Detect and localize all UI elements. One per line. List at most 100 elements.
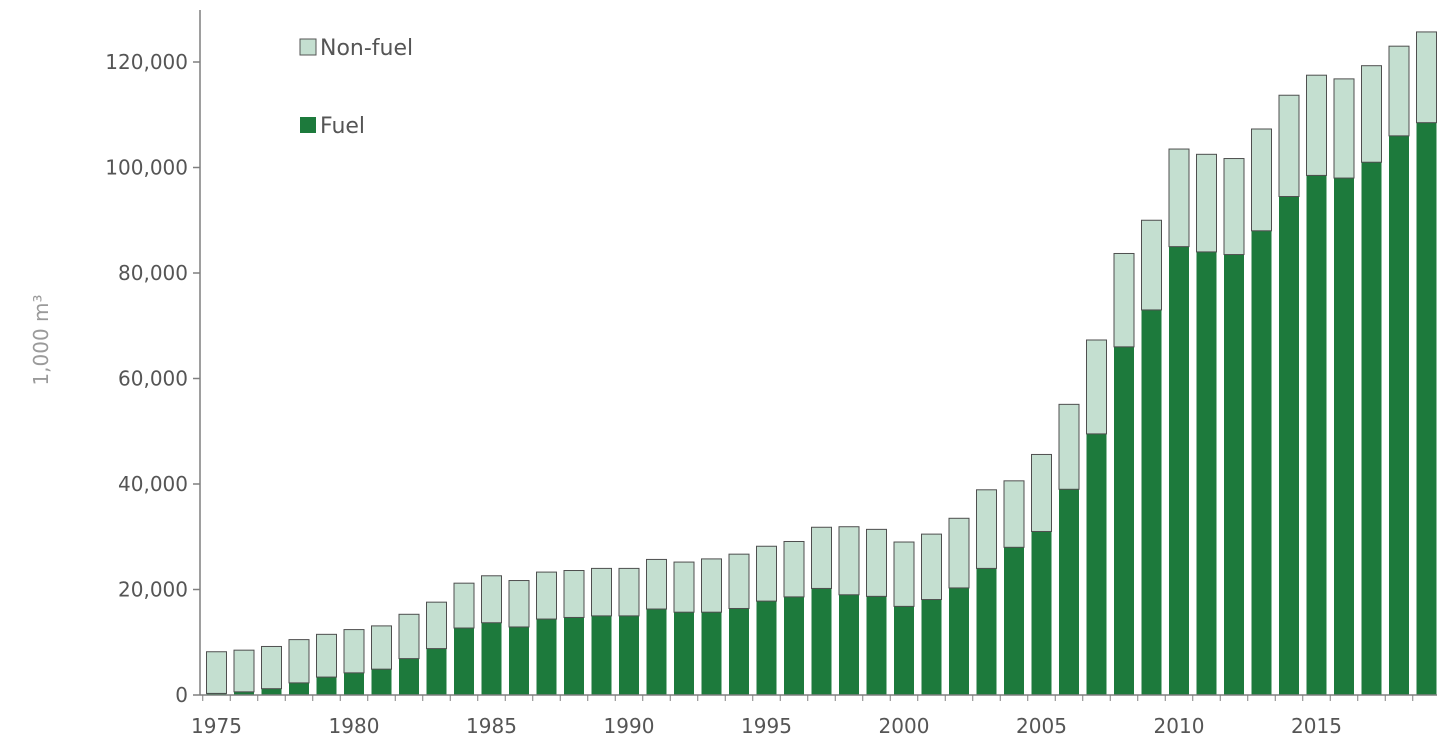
bar-fuel-2010 [1169, 246, 1189, 695]
bar-non-fuel-1989 [591, 567, 612, 617]
bar-non-fuel-2017 [1361, 65, 1382, 163]
bar-non-fuel-1981 [371, 625, 392, 670]
bar-fuel-1986 [509, 626, 529, 695]
legend: Non-fuel Fuel [299, 36, 413, 139]
bar-fuel-2008 [1114, 346, 1134, 695]
x-tick-label: 1985 [466, 714, 517, 738]
bar-non-fuel-1979 [316, 633, 337, 678]
y-tick-label: 60,000 [118, 367, 188, 391]
bar-non-fuel-1992 [673, 561, 695, 613]
bar-non-fuel-1993 [701, 558, 722, 613]
bar-non-fuel-1987 [536, 571, 557, 620]
bar-fuel-1981 [371, 669, 392, 695]
legend-label-fuel: Fuel [320, 114, 365, 139]
bar-fuel-1995 [756, 601, 777, 695]
bar-fuel-1987 [536, 619, 557, 695]
bar-fuel-2011 [1196, 251, 1217, 695]
x-tick-label: 1995 [741, 714, 792, 738]
bar-fuel-1999 [866, 596, 887, 695]
bar-non-fuel-1999 [866, 528, 887, 597]
y-tick-label: 80,000 [118, 261, 188, 285]
bar-non-fuel-1991 [646, 558, 667, 610]
bar-fuel-1990 [619, 615, 639, 695]
x-tick-label: 1980 [329, 714, 380, 738]
bar-fuel-1976 [234, 691, 254, 695]
bar-fuel-2006 [1059, 489, 1079, 695]
bar-non-fuel-1994 [728, 553, 750, 609]
bar-fuel-2019 [1416, 122, 1437, 696]
bar-fuel-1985 [481, 622, 502, 695]
y-tick-label: 40,000 [118, 472, 188, 496]
bar-non-fuel-1985 [481, 575, 502, 624]
bar-non-fuel-2000 [893, 541, 915, 607]
bar-fuel-1977 [261, 688, 282, 695]
bar-fuel-2017 [1361, 162, 1382, 696]
bar-non-fuel-2001 [921, 533, 942, 601]
bar-non-fuel-2009 [1141, 219, 1162, 311]
bar-non-fuel-1988 [563, 570, 585, 618]
bar-non-fuel-1998 [838, 526, 860, 596]
bar-fuel-2012 [1224, 254, 1244, 695]
bar-fuel-2005 [1031, 531, 1052, 695]
bar-fuel-1991 [646, 609, 667, 695]
bars-layer [206, 31, 1437, 696]
bar-fuel-1989 [591, 615, 612, 695]
bar-fuel-1998 [839, 594, 859, 695]
bar-fuel-2000 [894, 606, 914, 695]
bar-non-fuel-2012 [1223, 158, 1245, 256]
bar-fuel-2007 [1086, 433, 1107, 695]
legend-swatch-non-fuel [299, 38, 317, 56]
x-tick-label: 1990 [604, 714, 655, 738]
bar-non-fuel-1976 [233, 649, 255, 693]
bar-fuel-2018 [1389, 135, 1409, 696]
bar-non-fuel-1977 [261, 645, 282, 690]
bar-fuel-2016 [1334, 178, 1354, 696]
bar-fuel-2004 [1004, 547, 1024, 695]
bar-non-fuel-1996 [783, 540, 805, 598]
axes-layer [199, 10, 1437, 696]
bar-fuel-2001 [921, 599, 942, 695]
bar-fuel-2003 [976, 568, 997, 695]
bar-non-fuel-2005 [1031, 453, 1052, 532]
x-tick-label: 2005 [1016, 714, 1067, 738]
bar-fuel-1978 [289, 682, 309, 695]
bar-fuel-2009 [1141, 309, 1162, 695]
bar-non-fuel-2007 [1086, 339, 1107, 435]
x-tick-label: 1975 [191, 714, 242, 738]
bar-fuel-1975 [206, 693, 227, 695]
bar-non-fuel-2008 [1113, 252, 1135, 348]
bar-non-fuel-2016 [1333, 78, 1355, 179]
bar-non-fuel-2014 [1278, 94, 1300, 198]
bar-fuel-2014 [1279, 196, 1299, 695]
bar-non-fuel-2006 [1058, 403, 1080, 490]
bar-non-fuel-1982 [398, 613, 420, 660]
bar-non-fuel-1986 [508, 580, 530, 628]
bar-fuel-1979 [316, 677, 337, 695]
bar-non-fuel-2019 [1416, 31, 1437, 124]
bar-non-fuel-1978 [288, 639, 310, 684]
bar-fuel-1997 [811, 588, 832, 695]
bar-non-fuel-1997 [811, 526, 832, 589]
bar-non-fuel-2013 [1251, 128, 1272, 232]
bar-fuel-1982 [399, 658, 419, 695]
y-tick-label: 120,000 [105, 50, 188, 74]
legend-label-non-fuel: Non-fuel [320, 36, 413, 61]
bar-fuel-1994 [729, 608, 749, 695]
bar-fuel-2002 [949, 587, 969, 695]
bar-non-fuel-1983 [426, 601, 447, 650]
y-tick-label: 0 [175, 683, 188, 707]
bar-fuel-1980 [344, 672, 364, 695]
bar-fuel-1993 [701, 612, 722, 695]
y-axis-title: 1,000 m³ [29, 294, 53, 385]
bar-non-fuel-1995 [756, 545, 777, 602]
x-tick-label: 2015 [1291, 714, 1342, 738]
bar-fuel-1984 [454, 628, 474, 695]
bar-fuel-2015 [1306, 175, 1327, 696]
bar-non-fuel-2004 [1003, 480, 1025, 548]
bar-non-fuel-2015 [1306, 74, 1327, 176]
bar-non-fuel-2011 [1196, 153, 1217, 253]
bar-non-fuel-1980 [343, 629, 365, 674]
x-tick-label: 2000 [879, 714, 930, 738]
bar-non-fuel-1975 [206, 651, 227, 694]
